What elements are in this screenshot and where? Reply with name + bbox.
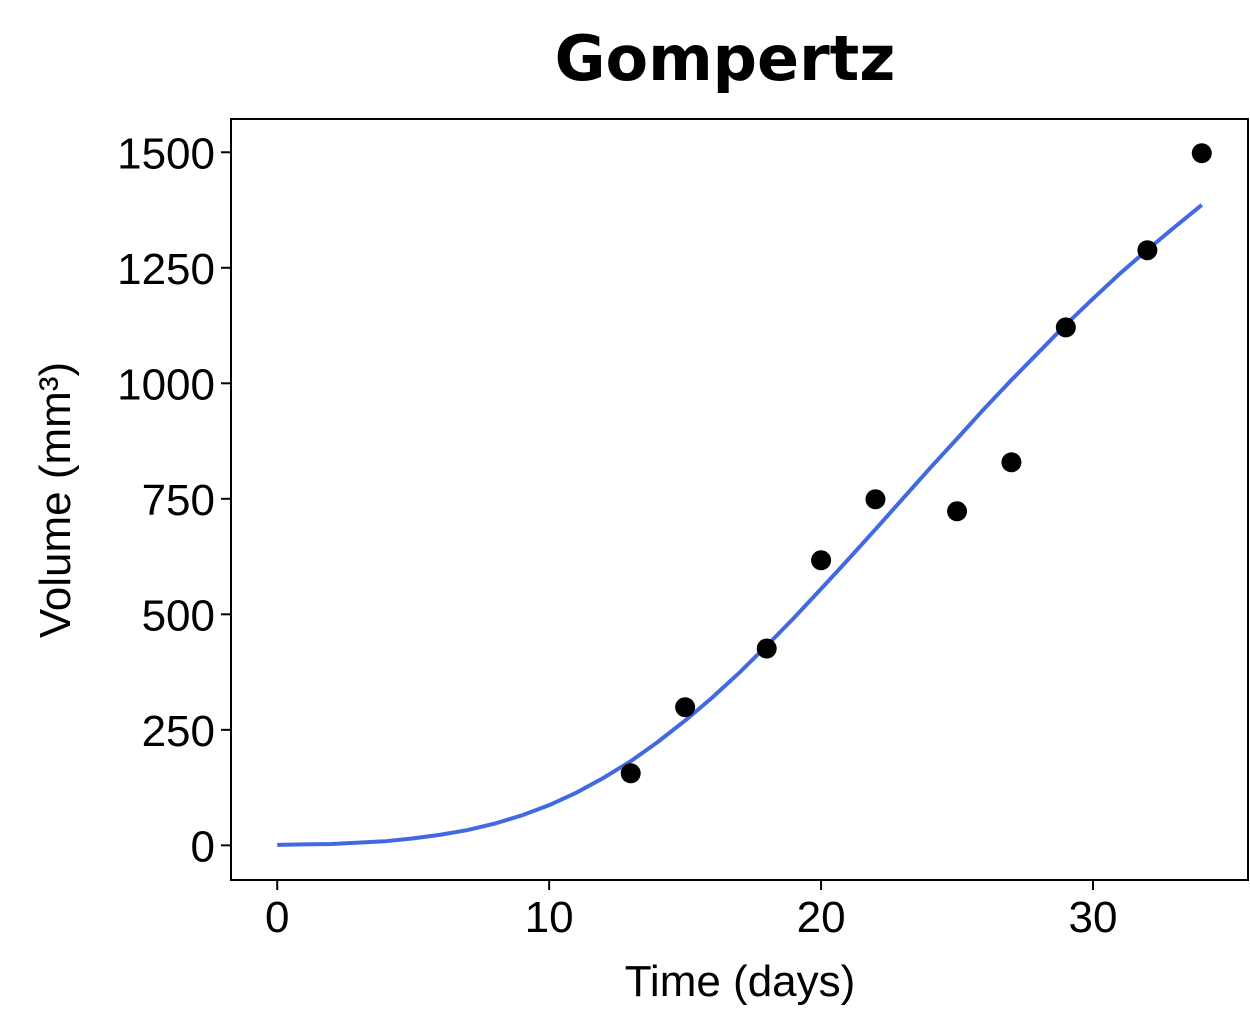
data-point: [756, 638, 777, 659]
data-point: [865, 489, 886, 510]
y-tick-label: 1000: [117, 360, 215, 409]
data-point: [620, 763, 641, 784]
y-tick-label: 750: [142, 476, 215, 525]
data-point: [1055, 317, 1076, 338]
data-point: [1001, 452, 1022, 473]
data-point: [675, 697, 696, 718]
chart-title: Gompertz: [555, 22, 896, 95]
x-tick-label: 0: [265, 893, 289, 942]
y-axis-label: Volume (mm³): [31, 362, 80, 638]
fit-line: [277, 203, 1204, 847]
y-tick-label: 1250: [117, 245, 215, 294]
x-axis-label: Time (days): [625, 957, 856, 1006]
y-tick-label: 1500: [117, 129, 215, 178]
y-tick-label: 500: [142, 591, 215, 640]
y-tick-label: 0: [191, 822, 215, 871]
x-tick-label: 10: [525, 893, 574, 942]
data-point: [947, 501, 968, 522]
x-tick-label: 20: [797, 893, 846, 942]
x-tick-label: 30: [1069, 893, 1118, 942]
data-point: [1137, 240, 1158, 261]
y-tick-label: 250: [142, 707, 215, 756]
data-point: [811, 550, 832, 571]
plot-frame: [230, 118, 1249, 881]
data-point: [1191, 143, 1212, 164]
